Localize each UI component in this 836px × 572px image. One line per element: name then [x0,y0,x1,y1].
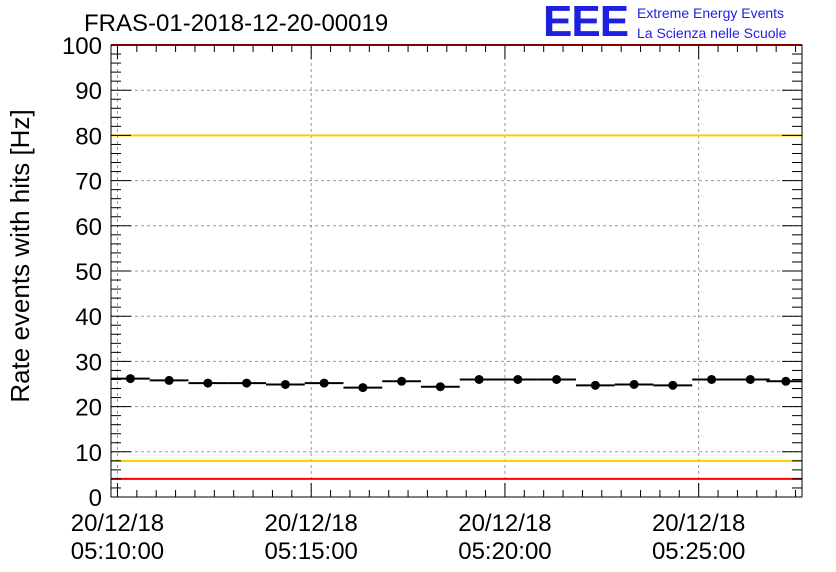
y-tick-labels: 0 10 20 30 40 50 60 70 80 90 100 [62,33,102,512]
data-points [111,374,802,393]
grid [111,45,802,497]
data-point [125,374,135,384]
data-point [164,375,174,385]
y-tick-label: 40 [75,304,102,331]
data-point [781,376,791,386]
data-point [280,379,290,389]
logo-caption-line1: Extreme Energy Events [637,5,785,21]
eee-logo: EEE [543,0,629,46]
data-point [707,374,717,384]
y-tick-label: 0 [89,485,102,512]
data-point [513,374,523,384]
x-tick-date-label: 20/12/18 [652,510,745,537]
x-tick-time-label: 05:15:00 [264,538,357,565]
logo-caption: Extreme Energy Events La Scienza nelle S… [637,3,786,43]
chart-title: FRAS-01-2018-12-20-00019 [84,10,389,37]
data-point [358,383,368,393]
x-tick-date-label: 20/12/18 [71,510,164,537]
data-point [474,374,484,384]
data-point [629,379,639,389]
x-tick-time-label: 05:10:00 [71,538,164,565]
x-tick-date-label: 20/12/18 [458,510,551,537]
y-tick-label: 70 [75,169,102,196]
y-tick-label: 10 [75,440,102,467]
x-tick-time-label: 05:20:00 [458,538,551,565]
plot-frame [110,44,803,498]
logo-caption-line2: La Scienza nelle Scuole [637,25,787,41]
data-point [319,378,329,388]
y-tick-label: 50 [75,259,102,286]
data-point [668,380,678,390]
y-tick-label: 90 [75,78,102,105]
data-point [203,378,213,388]
data-point [397,376,407,386]
y-tick-label: 30 [75,349,102,376]
data-point [552,374,562,384]
y-tick-label: 20 [75,395,102,422]
data-point [242,378,252,388]
x-tick-date-label: 20/12/18 [264,510,357,537]
y-tick-label: 100 [62,33,102,60]
data-point [590,380,600,390]
x-tick-time-label: 05:25:00 [652,538,745,565]
y-tick-label: 60 [75,214,102,241]
y-axis-label: Rate events with hits [Hz] [5,109,35,402]
y-tick-label: 80 [75,123,102,150]
data-point [435,382,445,392]
data-point [745,374,755,384]
x-tick-labels: 20/12/1805:10:0020/12/1805:15:0020/12/18… [71,510,746,565]
